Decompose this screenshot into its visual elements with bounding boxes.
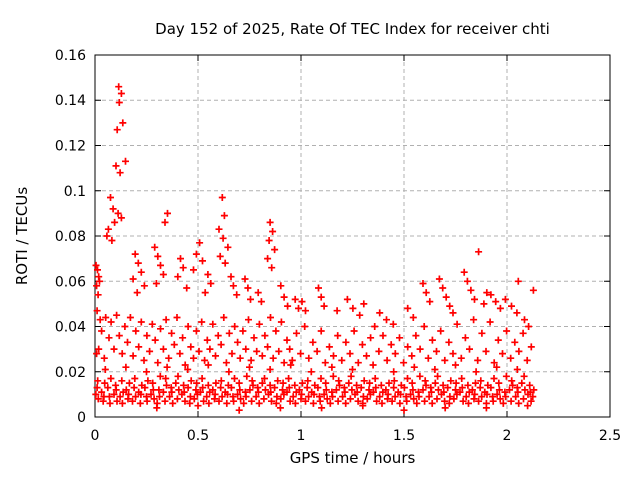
x-tick-label: 2 (503, 428, 512, 444)
y-tick-label: 0.04 (55, 320, 86, 336)
x-tick-label: 1.5 (393, 428, 415, 444)
x-axis-label: GPS time / hours (289, 449, 416, 467)
axis-ticks (94, 54, 611, 418)
y-tick-label: 0.1 (64, 184, 86, 200)
y-tick-label: 0.16 (55, 48, 86, 64)
y-tick-label: 0 (77, 410, 86, 426)
y-tick-label: 0.12 (55, 139, 86, 155)
tick-labels: 0 0.5 1 1.5 2 2.5 0 0.02 0.04 0.06 0.08 0.1 0.12 0.14… (55, 48, 621, 444)
x-tick-label: 2.5 (599, 428, 621, 444)
grid-lines (95, 55, 610, 417)
y-tick-label: 0.06 (55, 274, 86, 290)
y-axis-label: ROTI / TECUs (13, 186, 31, 286)
y-tick-label: 0.08 (55, 229, 86, 245)
x-tick-label: 0 (91, 428, 100, 444)
y-tick-label: 0.14 (55, 93, 86, 109)
x-tick-label: 1 (297, 428, 306, 444)
chart-title: Day 152 of 2025, Rate Of TEC Index for r… (155, 20, 550, 38)
x-tick-label: 0.5 (187, 428, 209, 444)
y-tick-label: 0.02 (55, 365, 86, 381)
data-points (92, 83, 538, 414)
